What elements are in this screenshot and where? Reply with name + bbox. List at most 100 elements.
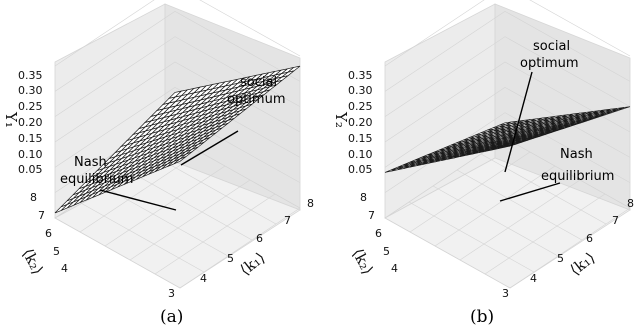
annotation-line: equilibrium: [541, 169, 614, 184]
grid-line: [54, 0, 301, 67]
annotation-nash-equilibrium: Nash equilibrium: [499, 147, 614, 202]
grid-line: [126, 169, 253, 241]
annotation-line: Nash: [560, 147, 593, 162]
panel-b: 0.35 0.30 0.25 0.20 0.15 0.10 0.05 Y₂ 8 …: [332, 0, 634, 327]
grid-line: [432, 185, 559, 257]
annotation-nash-equilibrium: Nash equilibrium: [60, 155, 177, 211]
y-tick: 8: [30, 191, 37, 204]
z-tick-labels: 0.35 0.30 0.25 0.20 0.15 0.10 0.05: [348, 69, 373, 176]
x-tick: 8: [307, 197, 314, 210]
grid-line: [509, 207, 631, 289]
surface-mesh: [384, 106, 631, 173]
grid-line: [54, 217, 181, 289]
y-tick: 6: [375, 227, 382, 240]
z-tick: 0.10: [18, 148, 43, 161]
grid-lines: [384, 0, 631, 289]
z-tick: 0.10: [348, 148, 373, 161]
annotation-arrow: [180, 130, 239, 166]
z-tick: 0.20: [18, 116, 43, 129]
x-tick: 5: [227, 252, 234, 265]
x-tick-labels: 3 4 5 6 7 8: [502, 197, 634, 300]
annotation-social-optimum: social optimum: [504, 39, 578, 173]
grid-line: [434, 165, 556, 247]
y-tick-labels: 8 7 6 5 4 3: [30, 191, 175, 300]
y-tick: 5: [383, 245, 390, 258]
grid-line: [54, 61, 301, 143]
surface-cell: [173, 156, 187, 165]
grid-line: [78, 201, 205, 273]
y-axis-label: ⟨k₂⟩: [18, 245, 46, 277]
x-tick: 6: [586, 232, 593, 245]
x-tick: 8: [627, 197, 634, 210]
z-tick: 0.35: [18, 69, 43, 82]
z-tick: 0.15: [18, 132, 43, 145]
grid-line: [129, 179, 251, 261]
grid-line: [150, 153, 277, 225]
y-tick: 4: [391, 262, 398, 275]
x-tick-labels: 4 5 6 7 8: [200, 197, 314, 285]
z-tick-labels: 0.35 0.30 0.25 0.20 0.15 0.10 0.05: [18, 69, 43, 176]
grid-line: [484, 193, 606, 275]
x-tick: 3: [502, 287, 509, 300]
z-tick: 0.25: [348, 100, 373, 113]
z-tick: 0.15: [348, 132, 373, 145]
x-tick: 6: [256, 232, 263, 245]
surface-mesh: [54, 65, 301, 214]
y-tick: 8: [360, 191, 367, 204]
annotation-social-optimum: social optimum: [180, 75, 285, 166]
z-tick: 0.05: [18, 163, 43, 176]
z-tick: 0.30: [348, 84, 373, 97]
z-axis-label: Y₂: [332, 111, 350, 128]
grid-line: [384, 10, 631, 92]
annotation-arrow: [99, 189, 177, 211]
grid-line: [459, 179, 581, 261]
grid-line: [409, 151, 531, 233]
z-tick: 0.25: [18, 100, 43, 113]
z-axis-label: Y₁: [2, 111, 20, 128]
y-tick: 3: [168, 287, 175, 300]
grid-line: [480, 153, 607, 225]
x-tick: 7: [284, 214, 291, 227]
annotation-line: equilibrium: [60, 172, 133, 187]
grid-line: [384, 217, 511, 289]
panel-caption: (a): [160, 307, 183, 327]
x-tick: 7: [612, 214, 619, 227]
x-tick: 5: [557, 252, 564, 265]
z-tick: 0.35: [348, 69, 373, 82]
grid-line: [384, 112, 631, 193]
grid-lines: [54, 0, 301, 289]
grid-line: [79, 151, 201, 233]
z-tick: 0.30: [18, 84, 43, 97]
x-axis-label: ⟨k₁⟩: [566, 248, 598, 279]
z-tick: 0.05: [348, 163, 373, 176]
y-tick: 6: [45, 227, 52, 240]
annotation-line: social: [533, 39, 570, 54]
y-tick: 4: [61, 262, 68, 275]
grid-line: [102, 185, 229, 257]
grid-line: [154, 193, 276, 275]
grid-line: [179, 207, 301, 289]
grid-line: [384, 61, 631, 143]
grid-line: [104, 165, 226, 247]
grid-line: [54, 10, 301, 92]
y-tick: 7: [368, 209, 375, 222]
grid-line: [54, 86, 301, 168]
grid-line: [408, 201, 535, 273]
y-axis-label: ⟨k₂⟩: [348, 245, 376, 277]
grid-line: [384, 36, 631, 117]
x-axis-label: ⟨k₁⟩: [236, 248, 268, 279]
annotation-line: Nash: [74, 155, 107, 170]
panel-caption: (b): [470, 307, 494, 327]
y-tick-labels: 8 7 6 5 4: [360, 191, 398, 275]
grid-line: [456, 169, 583, 241]
annotation-line: optimum: [520, 56, 578, 71]
annotation-arrow: [504, 71, 533, 173]
z-tick: 0.20: [348, 116, 373, 129]
y-tick: 7: [38, 209, 45, 222]
grid-line: [384, 86, 631, 168]
y-tick: 5: [53, 245, 60, 258]
x-tick: 4: [200, 272, 207, 285]
grid-line: [384, 0, 631, 67]
annotation-line: social: [240, 75, 277, 90]
